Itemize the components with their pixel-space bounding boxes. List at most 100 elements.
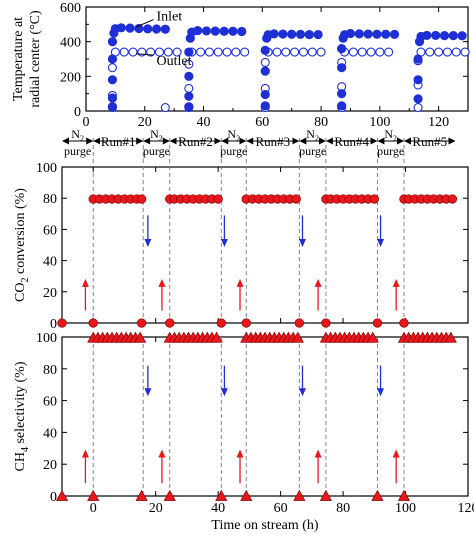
data-point xyxy=(216,318,226,328)
data-point xyxy=(369,194,379,204)
inlet-point xyxy=(372,29,382,39)
inlet-point xyxy=(228,26,238,36)
y-tick-label: 40 xyxy=(43,426,57,441)
data-point xyxy=(241,318,251,328)
inlet-point xyxy=(304,29,314,40)
data-point xyxy=(213,194,223,204)
red-arrow-head xyxy=(81,449,89,458)
data-point xyxy=(293,489,306,501)
segment-label: N2 xyxy=(150,127,163,143)
data-point xyxy=(55,489,69,501)
outlet-point xyxy=(357,47,367,57)
outlet-point xyxy=(425,47,435,57)
segment-label: Run#2 xyxy=(178,134,213,149)
data-point xyxy=(397,489,411,501)
x-tick-label: 100 xyxy=(395,501,416,516)
y-tick-label: 20 xyxy=(43,458,57,473)
outlet-point xyxy=(240,47,250,57)
outlet-point xyxy=(316,47,326,57)
outlet-point xyxy=(184,59,194,69)
data-point xyxy=(133,331,147,343)
inlet-point xyxy=(143,24,153,34)
inlet-point xyxy=(260,101,270,111)
data-point xyxy=(371,489,384,501)
x-tick-label: 40 xyxy=(197,115,211,130)
outlet-point xyxy=(154,47,165,57)
x-tick-label: 80 xyxy=(314,115,328,130)
outlet-point xyxy=(184,83,194,94)
red-arrow-head xyxy=(158,278,166,287)
blue-arrow-head xyxy=(298,239,306,247)
outlet-point xyxy=(160,102,170,113)
data-point xyxy=(291,194,301,204)
segment-label: Run#4 xyxy=(334,134,369,149)
blue-arrow-head xyxy=(144,239,152,247)
red-arrow-head xyxy=(392,278,400,287)
inlet-point xyxy=(260,66,270,76)
blue-arrow-head xyxy=(377,239,385,247)
x-tick-label: 60 xyxy=(274,501,288,516)
data-point xyxy=(444,331,457,343)
segment-label: N2 xyxy=(227,127,240,143)
data-point xyxy=(447,194,458,204)
inlet-point xyxy=(337,101,347,111)
x-tick-label: 20 xyxy=(149,501,163,516)
red-arrow-head xyxy=(314,278,322,287)
y-axis-label-part: selectivity (%) xyxy=(13,361,28,447)
y-axis-label-subscript: 4 xyxy=(20,447,31,452)
red-arrow-head xyxy=(314,449,322,458)
outlet-point xyxy=(366,47,376,57)
segment-label-part: N xyxy=(71,127,80,141)
segment-label-second: purge xyxy=(220,144,247,158)
inlet-point xyxy=(345,28,356,39)
annotation-leader xyxy=(135,53,154,56)
y-axis-label-part: CO xyxy=(13,282,28,301)
inlet-point xyxy=(413,54,423,64)
data-point xyxy=(240,489,253,501)
data-point xyxy=(57,318,67,328)
y-axis-label: CO2 conversion (%) xyxy=(13,188,31,302)
data-point xyxy=(165,318,175,328)
red-arrow-head xyxy=(81,278,89,287)
data-point xyxy=(87,489,100,501)
data-point xyxy=(372,318,383,328)
blue-arrow-head xyxy=(144,388,152,397)
segment-label-subscript: 2 xyxy=(315,134,319,143)
y-axis-label-subscript: 2 xyxy=(20,277,31,282)
segment-label-second: purge xyxy=(143,144,170,158)
inlet-point xyxy=(107,75,118,85)
inlet-point xyxy=(260,45,270,55)
outlet-point xyxy=(434,47,444,57)
inlet-point xyxy=(457,31,467,41)
inlet-point xyxy=(313,29,323,40)
segment-label-subscript: 2 xyxy=(159,134,163,143)
inlet-point xyxy=(295,29,306,39)
inlet-point xyxy=(116,23,126,33)
inlet-point xyxy=(413,75,423,85)
inlet-point xyxy=(422,30,432,41)
data-point xyxy=(366,331,379,343)
inlet-point xyxy=(107,54,118,64)
x-tick-label: 40 xyxy=(211,501,225,516)
inlet-point xyxy=(151,24,162,34)
annotation-label: Inlet xyxy=(157,10,183,25)
inlet-point xyxy=(125,23,135,33)
segment-label: Run#1 xyxy=(101,134,136,149)
red-arrow-head xyxy=(392,449,400,458)
blue-arrow-head xyxy=(298,388,306,397)
segment-label: Run#3 xyxy=(255,134,290,149)
red-arrow-head xyxy=(236,278,244,287)
data-point xyxy=(215,489,228,501)
outlet-point xyxy=(107,63,117,73)
x-tick-label: 80 xyxy=(336,501,350,516)
y-axis-label-part: conversion (%) xyxy=(13,188,28,278)
temperature-panel: 0 200 400 600 0 20 40 60 80 100 120 Temperature at r… xyxy=(11,1,470,130)
outlet-point xyxy=(260,57,270,68)
plot-frame xyxy=(85,6,469,112)
x-tick-label: 60 xyxy=(255,115,269,130)
inlet-point xyxy=(184,71,194,81)
outlet-point xyxy=(172,47,182,57)
inlet-point xyxy=(184,47,194,57)
y-axis-label-part: CH xyxy=(13,452,28,471)
